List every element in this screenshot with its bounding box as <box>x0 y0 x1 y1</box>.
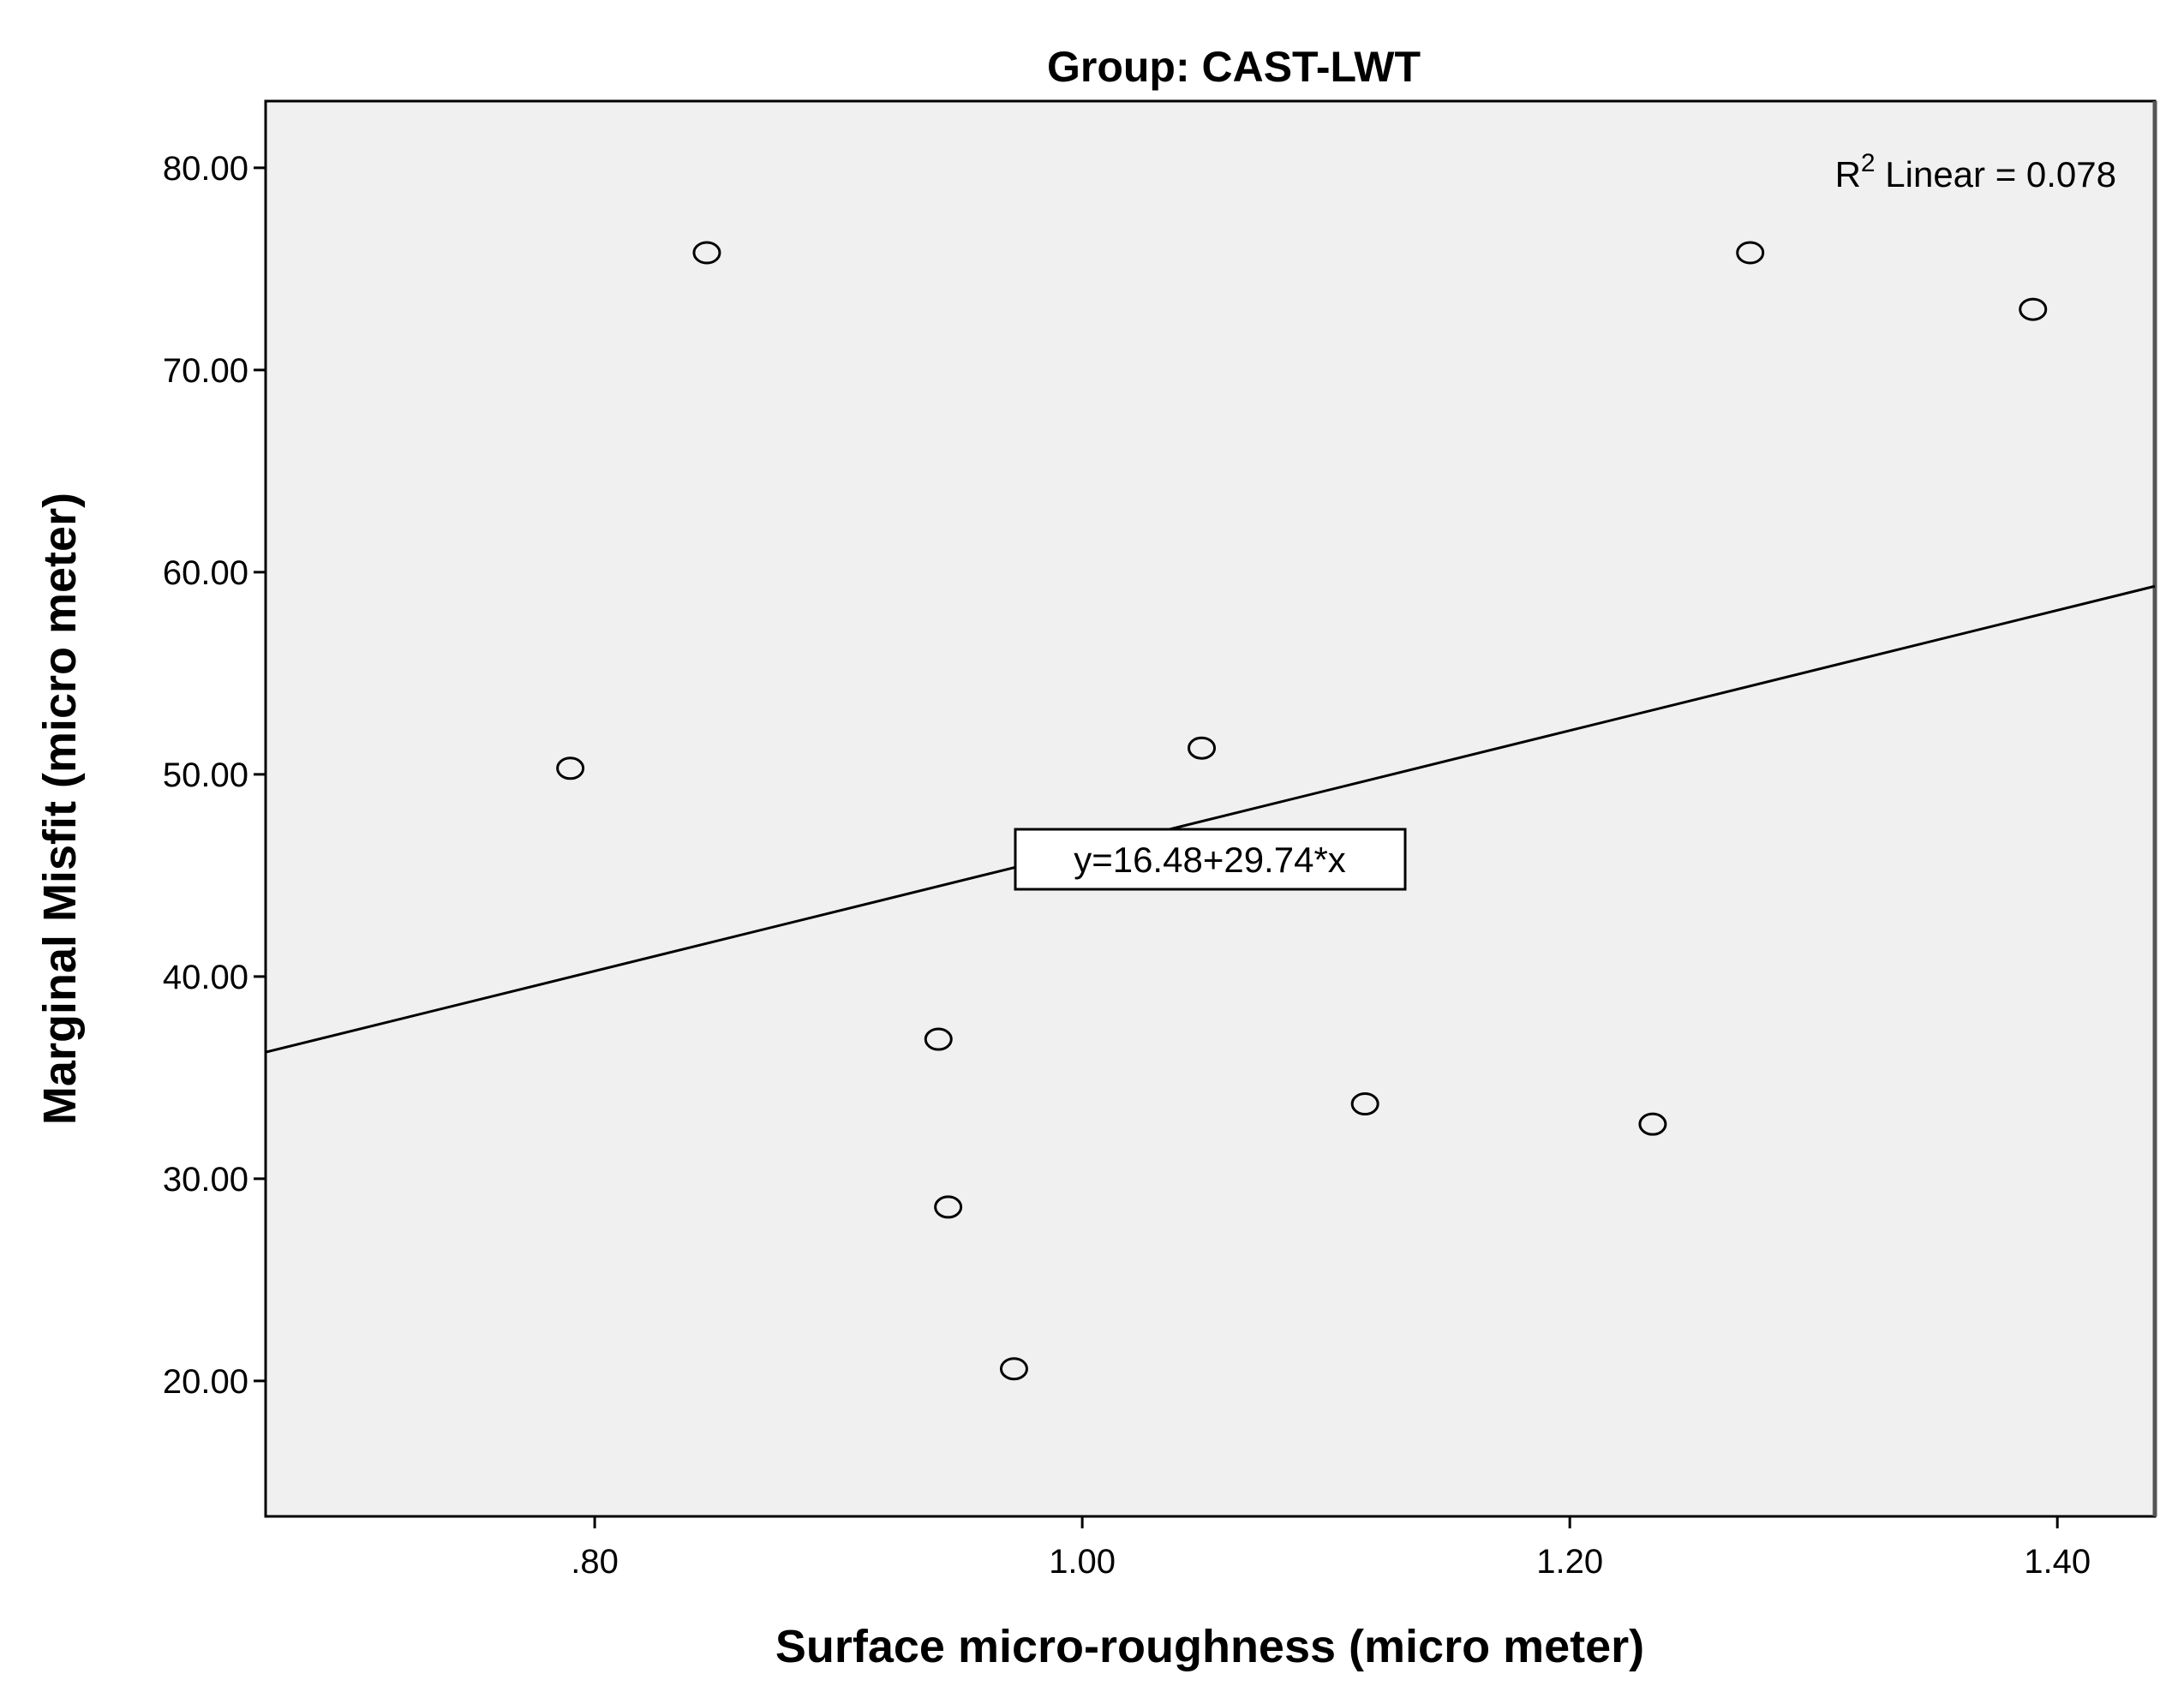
y-axis-label: Marginal Misfit (micro meter) <box>34 493 86 1125</box>
y-tick-label: 40.00 <box>163 959 248 996</box>
x-tick-label: .80 <box>571 1543 619 1581</box>
equation-box <box>1014 828 1407 891</box>
r2-label: R2 Linear = 0.078 <box>1835 149 2116 194</box>
data-point <box>556 756 585 780</box>
y-tick-label: 30.00 <box>163 1161 248 1199</box>
y-tick-label: 70.00 <box>163 352 248 390</box>
data-points <box>556 241 2048 1381</box>
plot-area <box>264 99 2157 1518</box>
r2-superscript: 2 <box>1861 149 1876 177</box>
y-tick-label: 60.00 <box>163 554 248 592</box>
x-tick-label: 1.00 <box>1049 1543 1116 1581</box>
x-axis-label: Surface micro-roughness (micro meter) <box>775 1621 1644 1672</box>
data-point <box>999 1357 1028 1381</box>
r2-prefix: R <box>1835 154 1861 194</box>
x-axis-ticks: .80 1.00 1.20 1.40 <box>571 1516 2091 1581</box>
x-tick-label: 1.40 <box>2024 1543 2091 1581</box>
data-point <box>934 1195 963 1219</box>
y-tick-label: 20.00 <box>163 1363 248 1401</box>
data-point <box>1350 1092 1379 1116</box>
equation-annotation: y=16.48+29.74*x <box>1014 828 1407 891</box>
equation-label: y=16.48+29.74*x <box>1074 840 1346 880</box>
regression-line <box>266 584 2155 1054</box>
data-point <box>1188 736 1217 760</box>
data-point <box>1638 1112 1667 1136</box>
x-tick-label: 1.20 <box>1536 1543 1603 1581</box>
y-axis-ticks: 20.00 30.00 40.00 50.00 60.00 70.00 80.00 <box>163 150 266 1401</box>
data-point <box>692 241 721 265</box>
y-tick-label: 80.00 <box>163 150 248 188</box>
data-point <box>924 1027 953 1051</box>
data-point <box>1736 241 1765 265</box>
r2-text: Linear = 0.078 <box>1876 154 2116 194</box>
y-tick-label: 50.00 <box>163 756 248 794</box>
chart-title: Group: CAST-LWT <box>1047 43 1421 91</box>
data-point <box>2019 297 2048 321</box>
